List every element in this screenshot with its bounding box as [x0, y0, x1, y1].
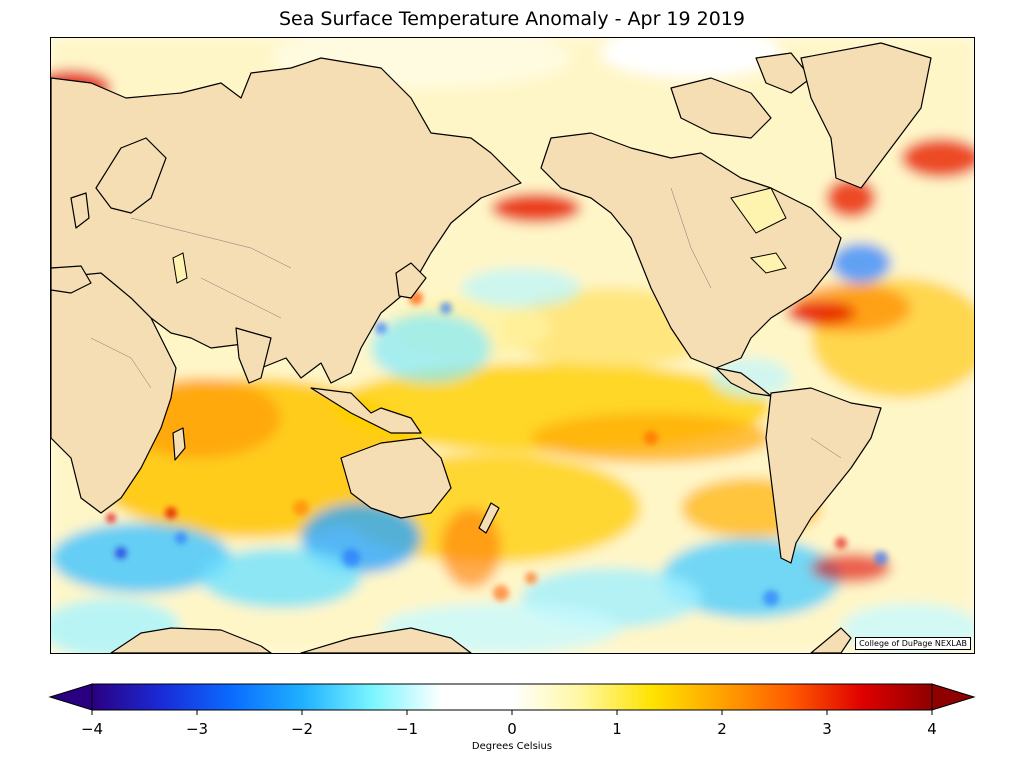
- country-borders: [90, 187, 842, 459]
- landmass-greenland: [800, 42, 932, 189]
- colorbar-label: Degrees Celsius: [471, 741, 553, 752]
- landmass-australia: [340, 437, 452, 519]
- landmass-antarctica-3: [810, 627, 852, 653]
- map-title: Sea Surface Temperature Anomaly - Apr 19…: [278, 8, 745, 30]
- great-lakes: [749, 252, 787, 274]
- landmass-africa: [51, 272, 177, 514]
- colorbar-tick-label: 2: [717, 720, 727, 738]
- landmass-uk: [70, 192, 90, 229]
- colorbar-right-extend: [931, 683, 976, 711]
- map-canvas: [51, 38, 974, 653]
- landmass-arctic-island-2: [755, 52, 812, 94]
- sst-noise-spots: [106, 270, 888, 606]
- landmass-scandinavia: [95, 137, 167, 214]
- colorbar-tick-label: 3: [822, 720, 832, 738]
- colorbar-tick-label: −4: [81, 720, 103, 738]
- colorbar-ticks: −4 −3 −2 −1 0 1 2 3 4: [81, 710, 937, 738]
- inland-water: [172, 187, 787, 284]
- colorbar-left-extend: [48, 683, 93, 711]
- landmass-antarctica-1: [110, 627, 272, 653]
- landmass-indonesia: [310, 387, 422, 434]
- colorbar-tick-label: −1: [396, 720, 418, 738]
- hudson-bay: [730, 187, 787, 234]
- landmass-south-america: [765, 387, 882, 564]
- landmass-eurasia: [51, 57, 522, 384]
- colorbar-tick-label: 4: [927, 720, 937, 738]
- landmass-new-zealand: [478, 502, 500, 534]
- colorbar: −4 −3 −2 −1 0 1 2 3 4: [48, 683, 976, 738]
- landmass-iberia: [51, 265, 92, 294]
- landmass-antarctica-2: [300, 627, 472, 653]
- credit-box: College of DuPage NEXLAB: [855, 637, 971, 650]
- landmass-madagascar: [172, 427, 186, 461]
- colorbar-gradient: [91, 683, 933, 711]
- colorbar-tick-label: −3: [186, 720, 208, 738]
- colorbar-tick-label: 0: [507, 720, 517, 738]
- colorbar-tick-label: 1: [612, 720, 622, 738]
- sst-anomaly-map: College of DuPage NEXLAB: [50, 37, 975, 654]
- landmass-india: [235, 327, 272, 384]
- colorbar-tick-label: −2: [291, 720, 313, 738]
- caspian-sea: [172, 252, 188, 284]
- landmass-japan: [395, 262, 427, 299]
- landmass-arctic-islands: [670, 77, 772, 139]
